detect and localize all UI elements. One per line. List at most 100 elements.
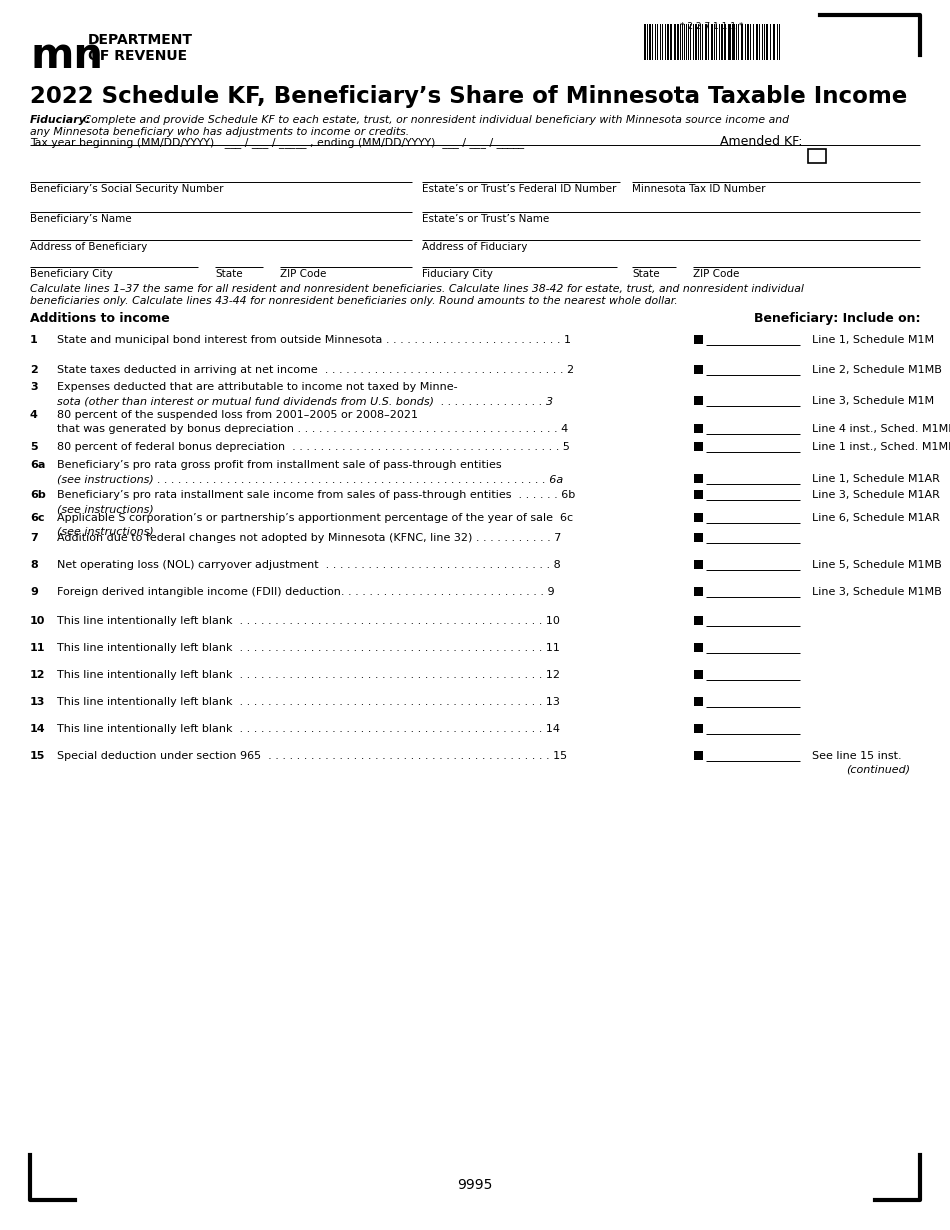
Bar bbox=[694, 396, 703, 405]
Text: Fiduciary:: Fiduciary: bbox=[30, 114, 91, 125]
Text: 9: 9 bbox=[30, 587, 38, 597]
Bar bbox=[688, 25, 689, 60]
Text: 1: 1 bbox=[30, 335, 38, 344]
Text: This line intentionally left blank  . . . . . . . . . . . . . . . . . . . . . . : This line intentionally left blank . . .… bbox=[57, 724, 560, 734]
Bar bbox=[766, 25, 768, 60]
Text: State: State bbox=[215, 269, 242, 279]
Bar bbox=[684, 25, 685, 60]
Text: Applicable S corporation’s or partnership’s apportionment percentage of the year: Applicable S corporation’s or partnershi… bbox=[57, 513, 573, 523]
Text: 13: 13 bbox=[30, 697, 46, 707]
Text: Line 3, Schedule M1AR: Line 3, Schedule M1AR bbox=[812, 490, 940, 501]
Bar bbox=[662, 25, 663, 60]
Bar bbox=[694, 533, 703, 541]
Bar bbox=[700, 25, 701, 60]
Text: that was generated by bonus depreciation . . . . . . . . . . . . . . . . . . . .: that was generated by bonus depreciation… bbox=[57, 424, 568, 434]
Bar bbox=[690, 25, 691, 60]
Bar bbox=[728, 25, 731, 60]
Text: 3: 3 bbox=[30, 383, 38, 392]
Text: Estate’s or Trust’s Federal ID Number: Estate’s or Trust’s Federal ID Number bbox=[422, 184, 617, 194]
Bar bbox=[694, 442, 703, 450]
Text: 10: 10 bbox=[30, 616, 46, 626]
Text: Address of Fiduciary: Address of Fiduciary bbox=[422, 242, 527, 252]
Text: Line 5, Schedule M1MB: Line 5, Schedule M1MB bbox=[812, 560, 941, 569]
Text: Line 3, Schedule M1MB: Line 3, Schedule M1MB bbox=[812, 587, 941, 597]
Text: DEPARTMENT
OF REVENUE: DEPARTMENT OF REVENUE bbox=[88, 33, 193, 63]
Bar bbox=[649, 25, 651, 60]
Text: 8: 8 bbox=[30, 560, 38, 569]
Text: 11: 11 bbox=[30, 643, 46, 653]
Text: Complete and provide Schedule KF to each estate, trust, or nonresident individua: Complete and provide Schedule KF to each… bbox=[80, 114, 789, 125]
Bar bbox=[694, 669, 703, 679]
Text: Line 2, Schedule M1MB: Line 2, Schedule M1MB bbox=[812, 365, 941, 375]
Bar bbox=[773, 25, 775, 60]
Bar bbox=[708, 25, 709, 60]
Bar bbox=[674, 25, 676, 60]
Bar bbox=[694, 513, 703, 522]
Bar bbox=[759, 25, 760, 60]
Bar bbox=[777, 25, 778, 60]
Bar bbox=[721, 25, 723, 60]
Text: ZIP Code: ZIP Code bbox=[280, 269, 327, 279]
Text: Minnesota Tax ID Number: Minnesota Tax ID Number bbox=[632, 184, 766, 194]
Text: Beneficiary’s pro rata gross profit from installment sale of pass-through entiti: Beneficiary’s pro rata gross profit from… bbox=[57, 460, 502, 470]
Bar bbox=[714, 25, 715, 60]
Bar bbox=[694, 587, 703, 595]
Bar bbox=[694, 364, 703, 374]
Text: 80 percent of the suspended loss from 2001–2005 or 2008–2021: 80 percent of the suspended loss from 20… bbox=[57, 410, 418, 419]
Bar bbox=[745, 25, 746, 60]
Text: 2: 2 bbox=[30, 365, 38, 375]
Bar bbox=[753, 25, 754, 60]
Bar bbox=[677, 25, 679, 60]
Text: Amended KF:: Amended KF: bbox=[720, 135, 803, 148]
Text: Line 3, Schedule M1M: Line 3, Schedule M1M bbox=[812, 396, 934, 406]
Bar bbox=[667, 25, 669, 60]
Text: Addition due to federal changes not adopted by Minnesota (KFNC, line 32) . . . .: Addition due to federal changes not adop… bbox=[57, 533, 561, 542]
Bar bbox=[695, 25, 697, 60]
Text: 12: 12 bbox=[30, 670, 46, 680]
Text: Expenses deducted that are attributable to income not taxed by Minne-: Expenses deducted that are attributable … bbox=[57, 383, 458, 392]
Text: beneficiaries only. Calculate lines 43-44 for nonresident beneficiaries only. Ro: beneficiaries only. Calculate lines 43-4… bbox=[30, 296, 677, 306]
Bar bbox=[694, 696, 703, 706]
Bar bbox=[779, 25, 780, 60]
Bar bbox=[750, 25, 751, 60]
Bar bbox=[694, 335, 703, 343]
Bar bbox=[698, 25, 699, 60]
Text: 14: 14 bbox=[30, 724, 46, 734]
Bar bbox=[655, 25, 656, 60]
Text: Beneficiary’s pro rata installment sale income from sales of pass-through entiti: Beneficiary’s pro rata installment sale … bbox=[57, 490, 576, 501]
Text: Beneficiary: Include on:: Beneficiary: Include on: bbox=[753, 312, 920, 325]
Text: State and municipal bond interest from outside Minnesota . . . . . . . . . . . .: State and municipal bond interest from o… bbox=[57, 335, 571, 344]
Bar bbox=[694, 474, 703, 482]
Text: This line intentionally left blank  . . . . . . . . . . . . . . . . . . . . . . : This line intentionally left blank . . .… bbox=[57, 670, 560, 680]
Bar bbox=[694, 723, 703, 733]
Bar bbox=[702, 25, 703, 60]
Text: (see instructions): (see instructions) bbox=[57, 526, 154, 538]
Bar bbox=[694, 490, 703, 498]
Text: 9995: 9995 bbox=[457, 1178, 493, 1192]
Text: Beneficiary’s Name: Beneficiary’s Name bbox=[30, 214, 132, 224]
Text: Foreign derived intangible income (FDII) deduction. . . . . . . . . . . . . . . : Foreign derived intangible income (FDII)… bbox=[57, 587, 555, 597]
Bar bbox=[736, 25, 737, 60]
Bar bbox=[693, 25, 694, 60]
Bar bbox=[657, 25, 658, 60]
Bar bbox=[724, 25, 726, 60]
Text: (see instructions) . . . . . . . . . . . . . . . . . . . . . . . . . . . . . . .: (see instructions) . . . . . . . . . . .… bbox=[57, 474, 563, 483]
Text: (see instructions): (see instructions) bbox=[57, 504, 154, 514]
Bar bbox=[747, 25, 749, 60]
Text: 5: 5 bbox=[30, 442, 38, 451]
Text: Line 6, Schedule M1AR: Line 6, Schedule M1AR bbox=[812, 513, 940, 523]
Bar bbox=[732, 25, 735, 60]
Text: State taxes deducted in arriving at net income  . . . . . . . . . . . . . . . . : State taxes deducted in arriving at net … bbox=[57, 365, 574, 375]
Bar bbox=[647, 25, 648, 60]
Text: State: State bbox=[632, 269, 659, 279]
Text: Tax year beginning (MM/DD/YYYY)   ___ / ___ / _____ , ending (MM/DD/YYYY)  ___ /: Tax year beginning (MM/DD/YYYY) ___ / __… bbox=[30, 137, 524, 148]
Bar bbox=[762, 25, 763, 60]
Text: This line intentionally left blank  . . . . . . . . . . . . . . . . . . . . . . : This line intentionally left blank . . .… bbox=[57, 697, 560, 707]
Text: This line intentionally left blank  . . . . . . . . . . . . . . . . . . . . . . : This line intentionally left blank . . .… bbox=[57, 643, 560, 653]
Bar bbox=[716, 25, 717, 60]
Bar bbox=[694, 615, 703, 625]
Text: Calculate lines 1–37 the same for all resident and nonresident beneficiaries. Ca: Calculate lines 1–37 the same for all re… bbox=[30, 284, 804, 294]
Text: Additions to income: Additions to income bbox=[30, 312, 170, 325]
Bar bbox=[694, 642, 703, 652]
Text: Address of Beneficiary: Address of Beneficiary bbox=[30, 242, 147, 252]
